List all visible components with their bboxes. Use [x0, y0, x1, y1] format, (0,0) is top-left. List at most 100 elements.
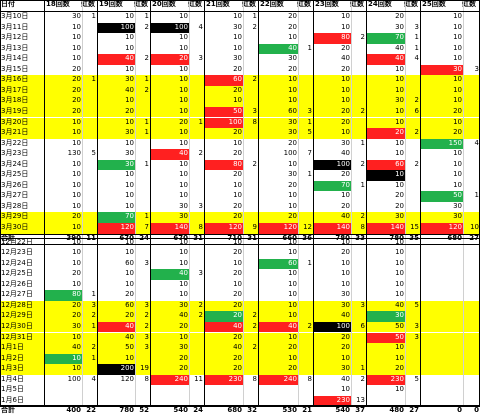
- date-cell[interactable]: 3月18日: [1, 96, 29, 105]
- value-cell[interactable]: 10: [288, 237, 297, 246]
- rainbow-cell[interactable]: [351, 343, 366, 354]
- value-cell[interactable]: 20: [125, 106, 134, 115]
- value-cell[interactable]: 40: [341, 311, 350, 320]
- value-cell[interactable]: 20: [341, 332, 350, 341]
- rainbow-cell[interactable]: [405, 191, 420, 202]
- value-cell[interactable]: 10: [288, 33, 297, 42]
- value-cell[interactable]: 20: [288, 343, 297, 352]
- header-round[interactable]: 18回数: [46, 0, 70, 8]
- rainbow-cell[interactable]: [189, 333, 204, 344]
- rainbow-cell[interactable]: [298, 23, 313, 34]
- rainbow-cell[interactable]: [243, 238, 258, 249]
- rainbow-cell[interactable]: [82, 333, 97, 344]
- value-cell[interactable]: [420, 354, 463, 365]
- value-cell[interactable]: 40: [150, 149, 189, 160]
- value-cell[interactable]: 40: [341, 212, 350, 221]
- rainbow-cell[interactable]: 1: [307, 258, 312, 267]
- value-cell[interactable]: 20: [125, 311, 134, 320]
- header-rainbow[interactable]: 虹数: [81, 0, 95, 8]
- value-cell[interactable]: 20: [233, 212, 242, 221]
- value-cell[interactable]: [150, 385, 189, 396]
- value-cell[interactable]: 20: [233, 128, 242, 137]
- header-rainbow[interactable]: 虹数: [242, 0, 256, 8]
- rainbow-cell[interactable]: [351, 65, 366, 76]
- value-cell[interactable]: [420, 322, 463, 333]
- total-rainbow[interactable]: 37: [355, 406, 365, 415]
- date-cell[interactable]: 3月27日: [1, 191, 29, 200]
- value-cell[interactable]: 40: [341, 54, 350, 63]
- value-cell[interactable]: 20: [288, 12, 297, 20]
- rainbow-cell[interactable]: [405, 86, 420, 97]
- rainbow-cell[interactable]: [243, 280, 258, 291]
- rainbow-cell[interactable]: [82, 364, 97, 375]
- rainbow-cell[interactable]: [243, 170, 258, 181]
- rainbow-cell[interactable]: [189, 96, 204, 107]
- rainbow-cell[interactable]: [135, 44, 150, 55]
- value-cell[interactable]: 10: [341, 96, 350, 105]
- rainbow-cell[interactable]: 3: [91, 300, 96, 309]
- value-cell[interactable]: 10: [72, 170, 81, 179]
- value-cell[interactable]: 30: [97, 159, 135, 171]
- value-cell[interactable]: 20: [179, 353, 188, 362]
- value-cell[interactable]: 60: [125, 300, 134, 309]
- value-cell[interactable]: 10: [453, 96, 462, 105]
- rainbow-cell[interactable]: [82, 212, 97, 223]
- value-cell[interactable]: 10: [125, 180, 134, 189]
- value-cell[interactable]: 30: [125, 128, 134, 137]
- rainbow-cell[interactable]: [82, 238, 97, 249]
- value-cell[interactable]: 10: [341, 269, 350, 278]
- total-value[interactable]: 780: [119, 406, 134, 415]
- rainbow-cell[interactable]: 1: [252, 12, 257, 20]
- header-rainbow[interactable]: 虹数: [297, 0, 311, 8]
- value-cell[interactable]: 10: [179, 85, 188, 94]
- rainbow-cell[interactable]: [135, 280, 150, 291]
- value-cell[interactable]: 30: [453, 212, 462, 221]
- rainbow-cell[interactable]: [463, 86, 480, 97]
- rainbow-cell[interactable]: 3: [414, 22, 419, 31]
- rainbow-cell[interactable]: [243, 259, 258, 270]
- rainbow-cell[interactable]: 5: [91, 149, 96, 158]
- value-cell[interactable]: 10: [179, 237, 188, 246]
- value-cell[interactable]: 10: [341, 128, 350, 137]
- date-cell[interactable]: 12月25日: [1, 269, 33, 278]
- value-cell[interactable]: 10: [395, 258, 404, 267]
- rainbow-cell[interactable]: [189, 364, 204, 375]
- value-cell[interactable]: 20: [233, 201, 242, 210]
- rainbow-cell[interactable]: [243, 191, 258, 202]
- value-cell[interactable]: 20: [72, 311, 81, 320]
- rainbow-cell[interactable]: [135, 139, 150, 150]
- rainbow-cell[interactable]: [189, 128, 204, 139]
- rainbow-cell[interactable]: [463, 107, 480, 118]
- rainbow-cell[interactable]: [135, 33, 150, 44]
- value-cell[interactable]: 20: [233, 170, 242, 179]
- value-cell[interactable]: 10: [288, 191, 297, 200]
- rainbow-cell[interactable]: [243, 212, 258, 223]
- rainbow-cell[interactable]: 5: [307, 128, 312, 137]
- value-cell[interactable]: 10: [72, 138, 81, 147]
- rainbow-cell[interactable]: [351, 259, 366, 270]
- value-cell[interactable]: 10: [72, 201, 81, 210]
- rainbow-cell[interactable]: [351, 96, 366, 107]
- rainbow-cell[interactable]: [189, 191, 204, 202]
- rainbow-cell[interactable]: [405, 12, 420, 23]
- value-cell[interactable]: 20: [150, 54, 189, 65]
- value-cell[interactable]: 20: [179, 364, 188, 373]
- value-cell[interactable]: 10: [288, 269, 297, 278]
- value-cell[interactable]: 240: [258, 374, 298, 386]
- value-cell[interactable]: 10: [288, 201, 297, 210]
- value-cell[interactable]: 10: [395, 64, 404, 73]
- rainbow-cell[interactable]: [243, 248, 258, 259]
- rainbow-cell[interactable]: [82, 23, 97, 34]
- rainbow-cell[interactable]: 3: [144, 343, 149, 352]
- rainbow-cell[interactable]: [189, 322, 204, 333]
- value-cell[interactable]: [420, 238, 463, 249]
- rainbow-cell[interactable]: 6: [414, 106, 419, 115]
- value-cell[interactable]: 20: [233, 332, 242, 341]
- value-cell[interactable]: 20: [395, 201, 404, 210]
- rainbow-cell[interactable]: 7: [307, 149, 312, 158]
- rainbow-cell[interactable]: [243, 33, 258, 44]
- rainbow-cell[interactable]: 13: [356, 395, 365, 404]
- rainbow-cell[interactable]: [298, 96, 313, 107]
- header-rainbow[interactable]: 虹数: [462, 0, 476, 8]
- value-cell[interactable]: 100: [97, 22, 135, 34]
